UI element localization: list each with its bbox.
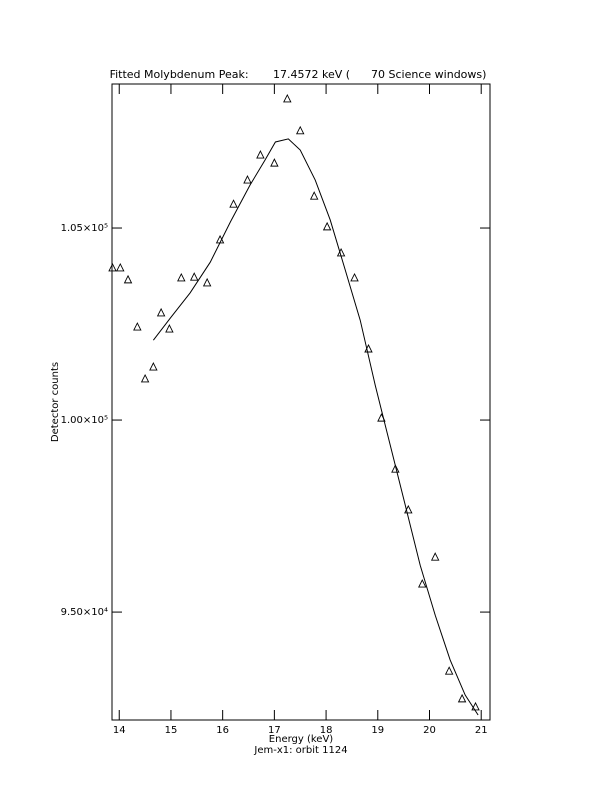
data-point	[156, 307, 166, 317]
x-tick-label: 20	[423, 725, 436, 736]
data-point	[283, 93, 292, 103]
data-point	[322, 221, 332, 231]
data-point	[270, 158, 279, 167]
x-tick-label: 18	[320, 725, 333, 736]
data-point	[391, 464, 400, 473]
y-tick-label: 9.50×10⁴	[61, 607, 108, 618]
data-point	[149, 362, 158, 371]
subtitle: Jem-x1: orbit 1124	[253, 745, 347, 756]
data-point	[229, 199, 238, 208]
data-point	[309, 191, 319, 200]
data-point	[116, 262, 125, 272]
chart-title: Fitted Molybdenum Peak: 17.4572 keV ( 70…	[110, 68, 487, 81]
x-tick-label: 21	[475, 725, 488, 736]
data-point	[457, 693, 467, 703]
data-point	[133, 322, 142, 331]
data-point	[256, 150, 265, 159]
plot-frame	[111, 83, 491, 721]
data-point	[189, 272, 199, 281]
data-point	[295, 125, 305, 135]
data-point	[430, 552, 440, 561]
data-point	[140, 373, 150, 383]
data-point	[350, 272, 359, 282]
data-point	[202, 277, 212, 287]
y-axis-label: Detector counts	[50, 362, 61, 442]
data-point	[108, 262, 117, 272]
data-point	[243, 175, 252, 184]
y-tick-label: 1.00×10⁵	[61, 415, 108, 426]
data-point	[418, 579, 427, 588]
data-point	[471, 701, 480, 711]
x-tick-label: 19	[371, 725, 384, 736]
x-tick-label: 17	[268, 725, 281, 736]
x-tick-label: 14	[113, 725, 126, 736]
fit-line	[152, 138, 479, 716]
y-tick-label: 1.05×10⁵	[61, 223, 108, 234]
data-point	[123, 274, 133, 284]
x-axis-label: Energy (keV)	[269, 734, 334, 745]
x-tick-label: 15	[165, 725, 178, 736]
data-point	[177, 272, 186, 282]
x-tick-label: 16	[216, 725, 229, 736]
data-point	[444, 666, 454, 675]
data-point	[165, 324, 174, 333]
